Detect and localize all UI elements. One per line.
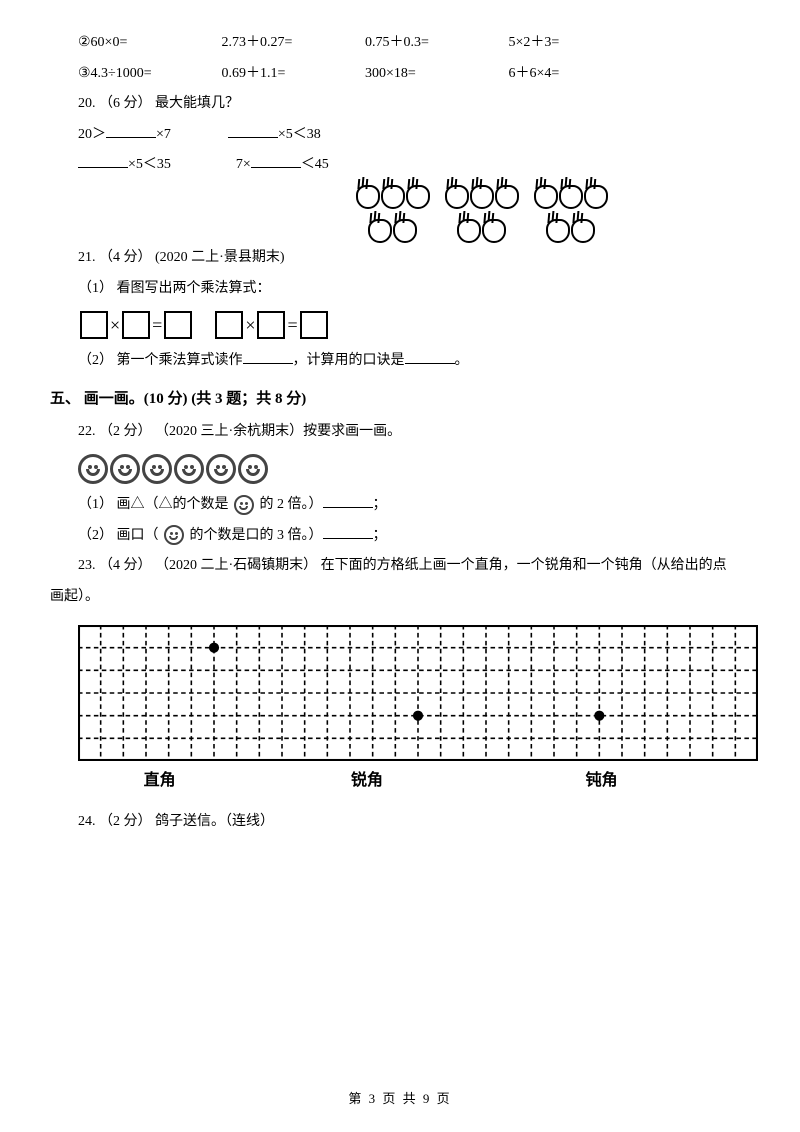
q20-row2: ×5＜35 7× ＜45 [50,152,750,179]
answer-box[interactable] [122,311,150,339]
answer-box[interactable] [80,311,108,339]
label-obtuse-angle: 钝角 [493,766,711,796]
eq: 5×2＋3= [509,30,649,57]
smiley-icon [164,525,184,545]
fill-blank[interactable] [228,122,278,138]
q22-p1: （1） 画△（△的个数是 的 2 倍。） ； [50,492,750,519]
strawberry-icon [354,177,378,207]
eq-row-2: ③4.3÷1000= 0.69＋1.1= 300×18= 6＋6×4= [50,61,750,88]
text: 的 2 倍。） [256,497,323,512]
eq-row-1: ②60×0= 2.73＋0.27= 0.75＋0.3= 5×2＋3= [50,30,750,57]
text: ×5＜35 [128,157,171,172]
text: ； [373,528,387,543]
q20-row1: 20＞ ×7 ×5＜38 [50,122,750,149]
text: 20＞ [78,127,106,142]
text: ； [373,497,387,512]
strawberry-icon [379,177,403,207]
strawberry-icon [391,211,415,241]
eq: 6＋6×4= [509,61,649,88]
q21-header: 21. （4 分） (2020 二上·景县期末) [50,245,750,272]
section-5-header: 五、 画一画。(10 分) (共 3 题；共 8 分) [50,385,750,414]
strawberry-icon [443,177,467,207]
q21-p1: （1） 看图写出两个乘法算式： [50,276,750,303]
strawberry-icon [569,211,593,241]
strawberry-icon [557,177,581,207]
smiley-row [50,454,750,484]
eq: ③4.3÷1000= [78,61,218,88]
smiley-icon [78,454,108,484]
answer-box[interactable] [300,311,328,339]
eq: 0.75＋0.3= [365,30,505,57]
q23-header-a: 23. （4 分） （2020 二上·石碣镇期末） 在下面的方格纸上画一个直角，… [50,553,750,580]
answer-box[interactable] [164,311,192,339]
strawberry-icon [544,211,568,241]
label-acute-angle: 锐角 [241,766,493,796]
strawberry-figure [354,177,621,245]
eq: 300×18= [365,61,505,88]
smiley-icon [234,495,254,515]
text: ＜45 [301,157,329,172]
text: ，计算用的口诀是 [293,353,405,368]
q21-boxes: ×= ×= [50,308,750,342]
q20-header: 20. （6 分） 最大能填几？ [50,91,750,118]
strawberry-icon [532,177,556,207]
q21-p2: （2） 第一个乘法算式读作 ，计算用的口诀是 。 [50,348,750,375]
fill-blank[interactable] [78,152,128,168]
strawberry-icon [582,177,606,207]
grid-svg [78,625,758,761]
grid-labels: 直角 锐角 钝角 [78,766,758,796]
smiley-icon [110,454,140,484]
text: 的个数是口的 3 倍。） [186,528,323,543]
fill-blank[interactable] [243,348,293,364]
label-right-angle: 直角 [78,766,241,796]
q22-header: 22. （2 分） （2020 三上·余杭期末）按要求画一画。 [50,419,750,446]
smiley-icon [238,454,268,484]
fill-blank[interactable] [405,348,455,364]
strawberry-icon [493,177,517,207]
strawberry-icon [480,211,504,241]
answer-box[interactable] [215,311,243,339]
strawberry-icon [404,177,428,207]
text: （2） 画口（ [78,528,162,543]
fill-blank[interactable] [251,152,301,168]
fill-blank[interactable] [323,492,373,508]
text: （2） 第一个乘法算式读作 [78,353,243,368]
strawberry-icon [455,211,479,241]
smiley-icon [206,454,236,484]
eq: ②60×0= [78,30,218,57]
text: 7× [236,157,251,172]
text: 。 [455,353,469,368]
fill-blank[interactable] [323,523,373,539]
q24-header: 24. （2 分） 鸽子送信。（连线） [50,809,750,836]
text: ×7 [156,127,171,142]
answer-box[interactable] [257,311,285,339]
smiley-icon [174,454,204,484]
text: （1） 画△（△的个数是 [78,497,232,512]
q23-header-b: 画起）。 [50,584,750,611]
strawberry-icon [468,177,492,207]
eq: 0.69＋1.1= [222,61,362,88]
strawberry-icon [366,211,390,241]
page-footer: 第 3 页 共 9 页 [0,1087,800,1112]
q22-p2: （2） 画口（ 的个数是口的 3 倍。） ； [50,523,750,550]
fill-blank[interactable] [106,122,156,138]
smiley-icon [142,454,172,484]
angle-grid [78,625,758,761]
text: ×5＜38 [278,127,321,142]
eq: 2.73＋0.27= [222,30,362,57]
